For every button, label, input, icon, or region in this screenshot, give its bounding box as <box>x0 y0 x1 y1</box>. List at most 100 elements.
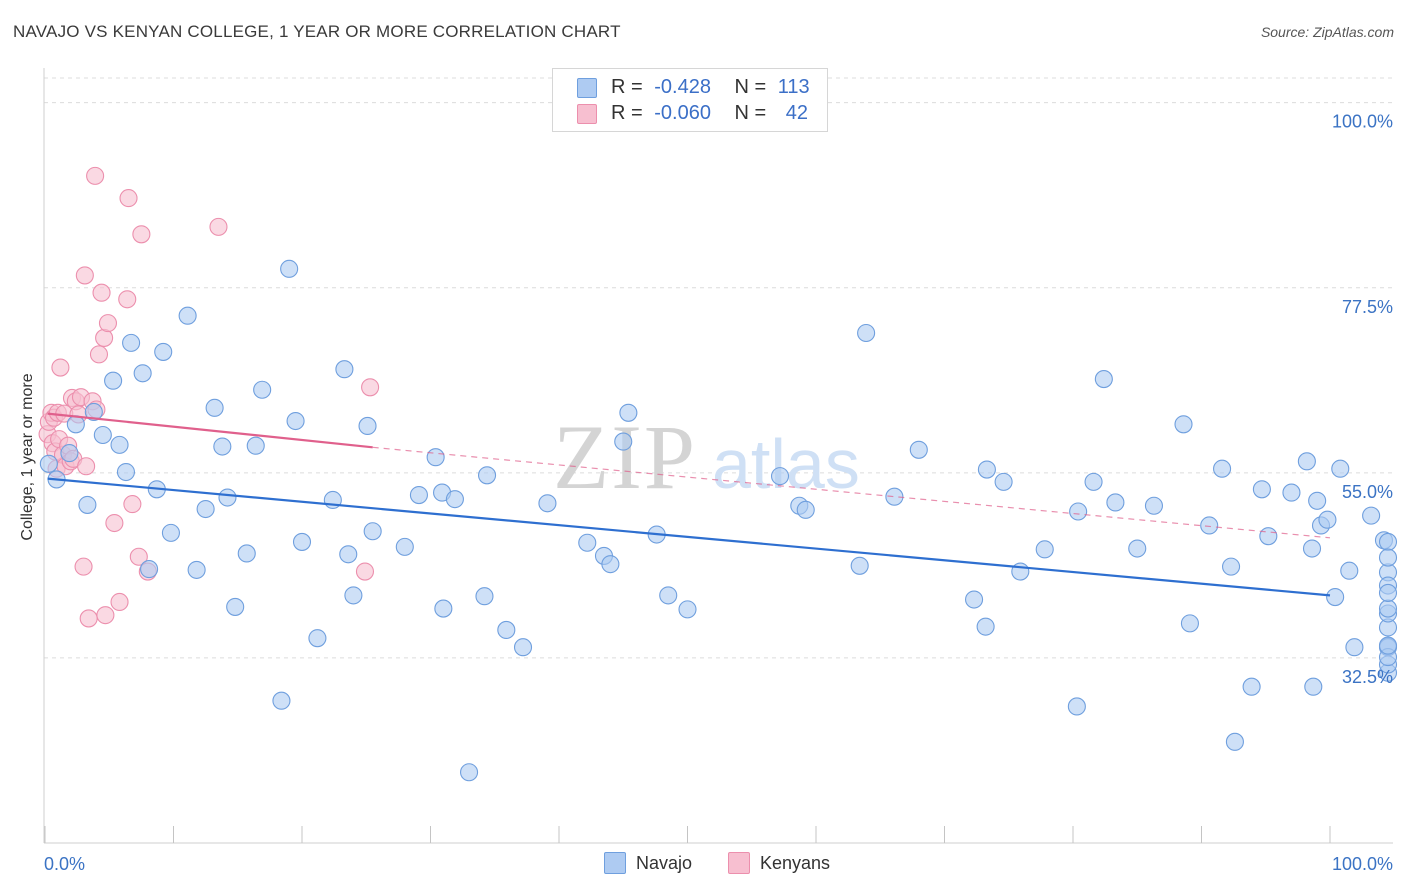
navajo-point <box>154 342 173 361</box>
navajo-point <box>253 380 272 399</box>
navajo-point <box>977 460 996 479</box>
navajo-point <box>1035 540 1054 559</box>
navajo-point <box>434 599 453 618</box>
navajo-point <box>1318 510 1337 529</box>
navajo-point <box>93 425 112 445</box>
navajo-point <box>395 537 414 556</box>
navajo-trend-line <box>47 477 1331 597</box>
kenyans-trend-line <box>47 412 373 449</box>
kenyans-point <box>95 328 114 347</box>
navajo-point <box>513 638 533 657</box>
navajo-point <box>578 533 597 552</box>
navajo-point <box>1067 697 1086 716</box>
navajo-point <box>1174 415 1193 434</box>
navajo-point <box>308 629 327 648</box>
navajo-point <box>1128 539 1147 558</box>
trend-lines <box>47 412 1331 597</box>
navajo-point <box>1302 539 1322 558</box>
navajo-point <box>770 467 790 486</box>
navajo-point <box>161 523 180 542</box>
navajo-point <box>140 560 159 579</box>
navajo-point <box>1297 452 1316 471</box>
r-label: R = <box>611 102 643 124</box>
watermark: ZIP atlas <box>553 406 860 508</box>
kenyans-point <box>119 189 138 208</box>
kenyans-point <box>96 606 115 625</box>
navajo-point <box>1225 732 1244 751</box>
navajo-point <box>178 306 197 325</box>
legend-label: Navajo <box>636 853 693 873</box>
navajo-point <box>1378 548 1398 567</box>
gridlines <box>44 77 1393 659</box>
y-tick-label: 55.0% <box>1342 482 1393 502</box>
navajo-point <box>1304 677 1323 696</box>
kenyans-point <box>105 513 124 533</box>
navajo-point <box>196 499 215 519</box>
navajo-point <box>497 620 516 640</box>
navajo-point <box>1084 472 1103 491</box>
navajo-point <box>1252 480 1271 499</box>
legend-row-text: R = -0.428 N = 113 <box>611 76 810 99</box>
navajo-point <box>909 440 928 459</box>
tick-labels: 32.5% 55.0% 77.5% 100.0% 0.0% 100.0% <box>44 112 1393 874</box>
kenyans-point <box>89 345 109 364</box>
watermark-atlas: atlas <box>712 425 860 503</box>
navajo-point <box>409 485 428 505</box>
kenyans-point <box>79 609 98 628</box>
kenyans-point <box>75 266 94 285</box>
navajo-point <box>237 544 256 563</box>
kenyans-swatch <box>728 852 750 874</box>
watermark-zip: ZIP <box>553 406 697 508</box>
navajo-point <box>1378 583 1398 602</box>
kenyans-point <box>355 562 375 581</box>
kenyans-point <box>209 217 228 236</box>
navajo-point <box>678 600 697 619</box>
kenyans-point <box>361 378 380 397</box>
navajo-point <box>965 590 984 609</box>
navajo-point <box>885 487 904 506</box>
navajo-point <box>1259 527 1278 546</box>
legend-label: Kenyans <box>760 853 831 873</box>
navajo-point <box>358 416 377 436</box>
navajo-point <box>659 586 678 605</box>
chart-title: NAVAJO VS KENYAN COLLEGE, 1 YEAR OR MORE… <box>13 22 621 41</box>
navajo-point <box>619 403 638 422</box>
kenyans-point <box>51 358 70 377</box>
y-tick-label: 100.0% <box>1332 112 1393 132</box>
navajo-point <box>363 522 382 541</box>
n-label: N = <box>734 76 767 98</box>
navajo-point <box>1378 636 1398 655</box>
navajo-point <box>1345 638 1364 657</box>
navajo-point <box>335 360 354 379</box>
navajo-swatch <box>577 78 597 98</box>
navajo-point <box>133 364 152 383</box>
navajo-point <box>116 462 136 482</box>
n-value: 42 <box>785 102 809 124</box>
source-label: Source: ZipAtlas.com <box>1260 24 1394 40</box>
kenyans-point <box>129 547 148 566</box>
r-label: R = <box>611 76 643 98</box>
legend-row-text: R = -0.060 N = 42 <box>611 102 808 125</box>
y-tick-label: 32.5% <box>1342 667 1393 687</box>
navajo-point <box>796 500 815 519</box>
navajo-point <box>426 448 445 467</box>
navajo-point <box>1213 459 1232 478</box>
navajo-point <box>1069 502 1088 521</box>
navajo-point <box>1362 506 1381 525</box>
x-tick-label-min: 0.0% <box>44 854 85 874</box>
navajo-point <box>292 532 312 551</box>
navajo-point <box>976 617 995 636</box>
kenyans-point <box>110 592 129 612</box>
navajo-point <box>286 411 305 431</box>
navajo-point <box>218 488 237 507</box>
navajo-point <box>122 333 141 352</box>
navajo-point <box>1331 459 1350 478</box>
navajo-point <box>857 323 876 343</box>
navajo-point <box>475 587 494 606</box>
axes <box>43 68 1393 844</box>
navajo-point <box>104 371 123 390</box>
kenyans-point <box>98 314 118 333</box>
navajo-point <box>850 556 869 575</box>
navajo-point <box>994 472 1013 491</box>
